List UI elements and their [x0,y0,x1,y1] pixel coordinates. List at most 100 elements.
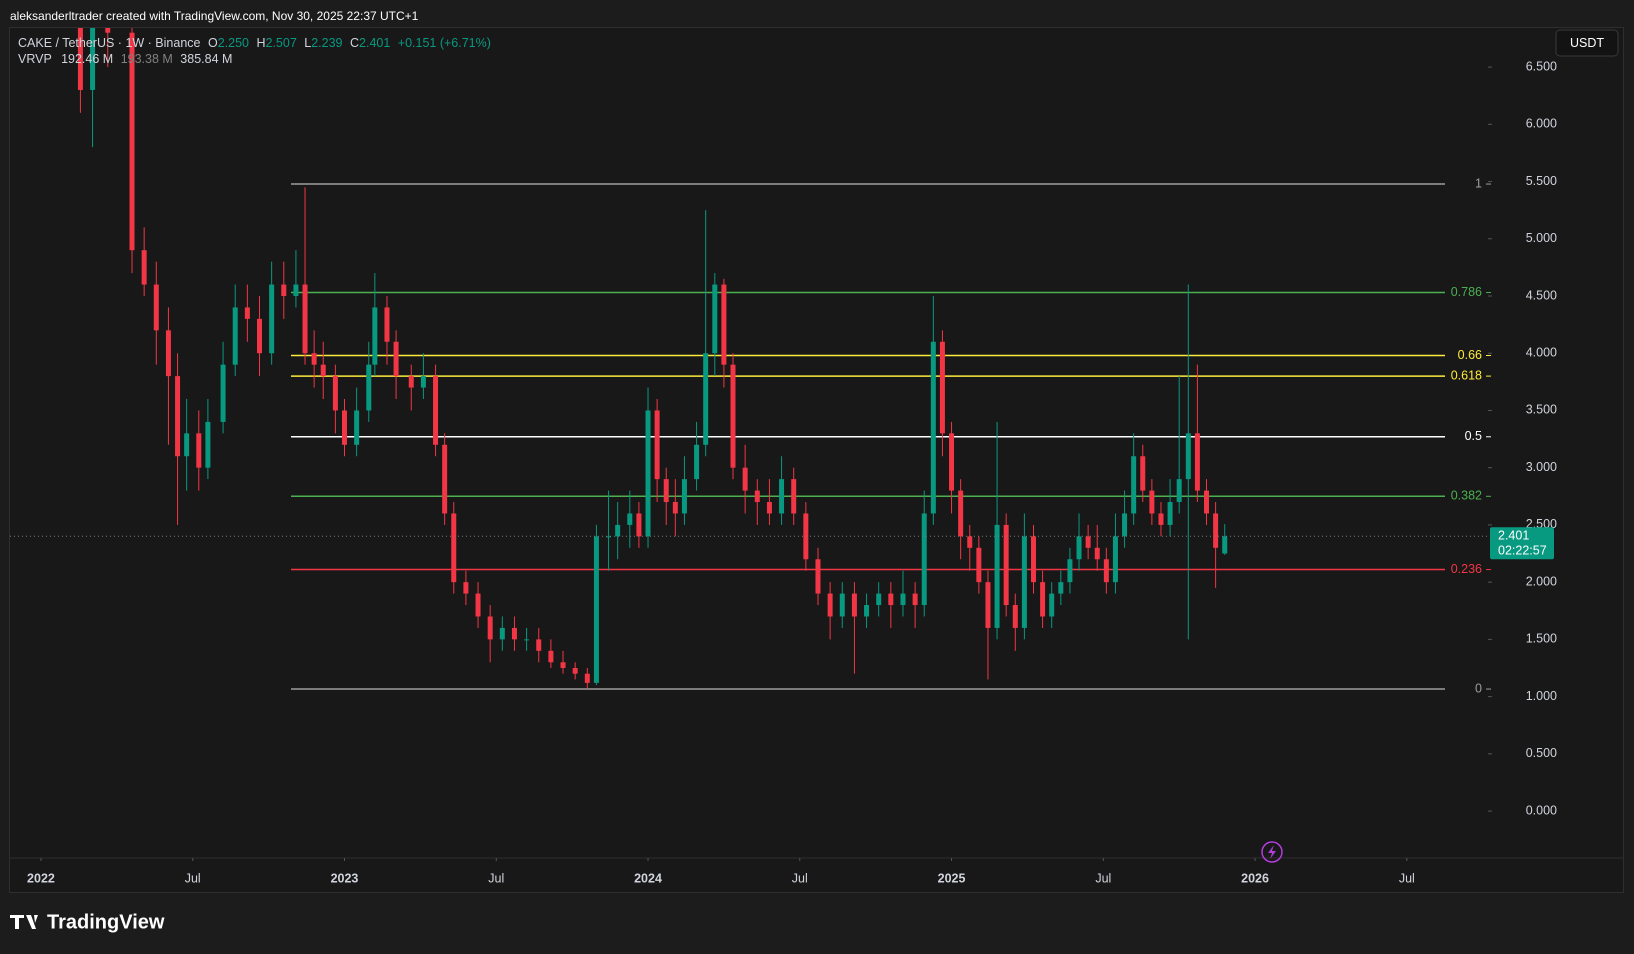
candle-body [681,479,687,514]
x-tick-label: 2026 [1241,871,1269,885]
candle-body [1122,513,1128,537]
h-label: H [256,36,265,50]
candle-body [524,639,530,641]
fib-label: 0.786 [1451,285,1482,299]
candle-body [341,410,347,445]
candle-body [1213,513,1219,548]
candle-body [141,250,147,285]
candle-body [1185,433,1191,480]
candle-body [408,376,414,388]
candle-body [663,479,669,503]
fib-label: 0.236 [1451,562,1482,576]
candle-body [930,341,936,514]
candle-body [939,341,945,434]
candle-body [1222,536,1228,554]
candle-body [487,616,493,640]
candle-body [958,490,964,537]
candle-body [184,433,190,457]
candle-body [269,284,275,354]
y-tick-label: 3.500 [1526,403,1557,417]
candle-body [1058,582,1064,594]
y-tick-label: 3.000 [1526,460,1557,474]
candle-body [645,410,651,537]
plot-area [10,28,1490,690]
event-icon-bolt [1268,845,1276,859]
h-value: 2.507 [266,36,297,50]
x-tick-label: 2024 [634,871,662,885]
candle-body [1149,490,1155,514]
candle-body [256,318,262,354]
candle-body [548,650,554,663]
vol-down: 193.38 M [121,52,173,66]
candle-body [636,513,642,537]
x-tick-label: Jul [1399,871,1415,885]
o-label: O [208,36,218,50]
candle-body [712,284,718,354]
credit: aleksanderltrader created with TradingVi… [10,9,419,23]
candle-body [1021,536,1027,628]
candle-body [420,376,426,388]
candle-body [703,353,709,445]
candle-body [196,433,202,468]
legend: CAKE / TetherUS · 1W · Binance O2.250 H2… [18,36,491,50]
c-label: C [350,36,359,50]
candle-body [1112,536,1118,583]
currency-button[interactable] [1555,29,1619,57]
candle-body [205,421,211,468]
candle-body [451,513,457,583]
candle-body [1140,456,1146,491]
candle-body [475,593,481,617]
candle-body [851,593,857,617]
candle-body [1194,433,1200,491]
candle-body [293,284,299,296]
x-tick-label: Jul [185,871,201,885]
event-icon[interactable] [1261,841,1283,863]
fib-label: 0.382 [1451,489,1482,503]
candle-body [949,433,955,491]
candle-body [654,410,660,480]
o-value: 2.250 [218,36,249,50]
y-tick-label: 6.500 [1526,59,1557,73]
candle-body [1067,559,1073,583]
candle-body [320,364,326,377]
currency-label[interactable]: USDT [1570,36,1604,50]
change: +0.151 (+6.71%) [398,36,491,50]
candle-body [366,364,372,411]
x-tick-label: Jul [488,871,504,885]
y-tick-label: 4.500 [1526,288,1557,302]
candle-body [985,582,991,628]
candle-body [560,662,566,668]
candle-body [281,284,287,296]
candle-body [244,307,250,319]
y-tick-label: 5.500 [1526,174,1557,188]
candle-body [615,524,621,537]
candle-body [384,307,390,342]
candle-body [1012,605,1018,628]
indicator: VRVP [18,52,52,66]
candle-body [302,284,308,354]
fib-label: 0 [1475,681,1482,695]
candle-body [1158,513,1164,525]
candle-body [721,284,727,365]
candle-body [864,605,870,617]
candle-body [584,673,590,683]
fib-label: 0.618 [1451,368,1482,382]
candle-body [912,593,918,606]
candle-body [129,32,135,251]
price-tag-countdown: 02:22:57 [1498,544,1547,558]
candle-body [791,479,797,514]
y-tick-label: 6.000 [1526,117,1557,131]
candle-body [888,593,894,606]
indicator-legend: VRVP 192.46 M 193.38 M 385.84 M [18,52,232,66]
candle-body [332,376,338,411]
x-tick-label: Jul [1095,871,1111,885]
y-tick-label: 1.000 [1526,689,1557,703]
vol-up: 192.46 M [61,52,113,66]
candle-body [921,513,927,606]
candle-body [900,593,906,606]
candle-body [1204,490,1210,514]
candle-body [839,593,845,617]
candle-body [1049,593,1055,617]
